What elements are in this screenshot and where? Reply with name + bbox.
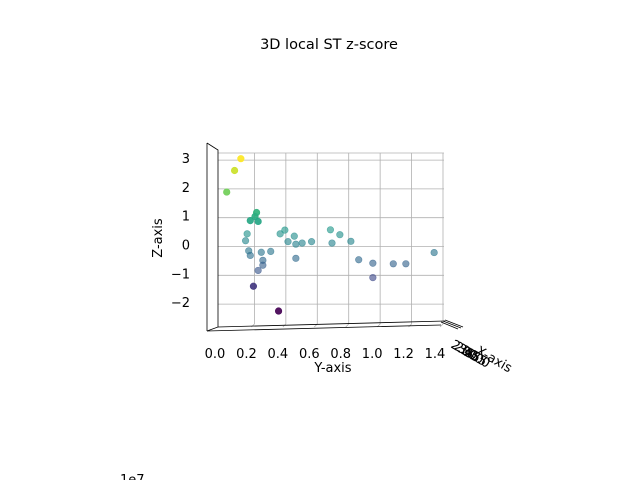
data-point (307, 238, 316, 246)
y-tick-label: 1.2 (393, 347, 414, 362)
y-tick-labels: 0.0 0.2 0.4 0.6 0.8 1.0 1.2 1.4 (205, 347, 446, 362)
data-point (430, 248, 438, 257)
z-tick-label: 3 (182, 152, 190, 167)
x-offset-text: 1e7 (120, 473, 145, 480)
y-gridline-floor (439, 323, 444, 328)
z-tick-label: 2 (182, 181, 190, 196)
data-point (402, 260, 410, 268)
data-point (246, 216, 254, 225)
data-point (230, 166, 239, 175)
data-point (276, 230, 284, 238)
y-gridline-floor (251, 323, 255, 328)
data-point (336, 231, 344, 239)
data-point (326, 226, 335, 234)
y-tick-label: 1.0 (362, 347, 383, 362)
y-tick-label: 1.4 (425, 347, 446, 362)
data-point (241, 237, 250, 245)
z-tick-label: −2 (171, 296, 190, 311)
z-tick-labels: 3 2 1 0 −1 −2 (171, 152, 190, 311)
data-point (259, 261, 267, 269)
data-point (254, 266, 262, 275)
data-point (290, 232, 298, 240)
data-point (328, 239, 336, 247)
scatter-points (223, 155, 438, 315)
data-point (246, 251, 254, 260)
y-gridlines (251, 153, 444, 328)
z-axis-spine (206, 142, 446, 332)
y-tick-label: 0.2 (236, 347, 257, 362)
data-point (237, 155, 245, 163)
data-point (254, 217, 262, 226)
y-tick-label: 0.4 (268, 347, 289, 362)
y-tick-label: 0.6 (299, 347, 320, 362)
data-point (355, 256, 363, 264)
data-point (292, 240, 300, 248)
x-axis-ticks (440, 319, 464, 330)
y-axis-label: Y-axis (313, 361, 351, 376)
z-tick-label: 1 (182, 210, 190, 225)
data-point (257, 248, 265, 256)
data-point (274, 307, 283, 315)
y-gridline-floor (345, 323, 349, 328)
z-tick-label: 0 (182, 239, 190, 254)
data-point (281, 226, 289, 234)
data-point (347, 237, 355, 245)
z-axis-label: Z-axis (151, 218, 166, 258)
y-tick-label: 0.8 (330, 347, 351, 362)
data-point (292, 254, 300, 262)
x-axis-label: X-axis (473, 344, 514, 377)
data-point (249, 282, 258, 290)
data-point (369, 259, 377, 267)
z-tick-label: −1 (171, 267, 190, 282)
data-point (369, 274, 377, 282)
data-point (389, 260, 397, 268)
data-point (298, 239, 306, 247)
y-tick-label: 0.0 (205, 347, 226, 362)
data-point (223, 188, 231, 196)
data-point (243, 230, 251, 238)
data-point (284, 238, 292, 246)
data-point (267, 247, 275, 256)
chart-title: 3D local ST z-score (260, 37, 398, 53)
